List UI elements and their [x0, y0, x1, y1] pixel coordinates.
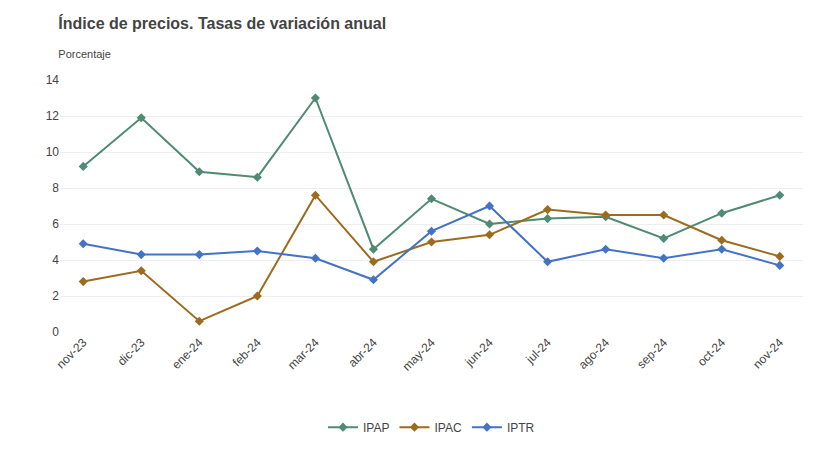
- svg-text:2: 2: [52, 289, 59, 303]
- svg-text:10: 10: [46, 145, 60, 159]
- svg-text:sep-24: sep-24: [634, 335, 670, 371]
- svg-text:4: 4: [52, 253, 59, 267]
- svg-text:mar-24: mar-24: [285, 335, 322, 372]
- svg-text:Porcentaje: Porcentaje: [58, 48, 111, 60]
- svg-text:jul-24: jul-24: [523, 335, 555, 367]
- svg-text:ago-24: ago-24: [576, 335, 613, 372]
- svg-text:14: 14: [46, 73, 60, 87]
- svg-text:oct-24: oct-24: [695, 335, 729, 369]
- svg-text:8: 8: [52, 181, 59, 195]
- svg-text:6: 6: [52, 217, 59, 231]
- svg-text:IPAP: IPAP: [363, 421, 389, 435]
- svg-text:nov-23: nov-23: [54, 335, 90, 371]
- svg-text:12: 12: [46, 109, 60, 123]
- svg-text:feb-24: feb-24: [230, 335, 264, 369]
- svg-text:0: 0: [52, 325, 59, 339]
- svg-text:jun-24: jun-24: [462, 335, 496, 369]
- svg-text:dic-23: dic-23: [115, 335, 148, 368]
- svg-text:nov-24: nov-24: [750, 335, 786, 371]
- svg-text:IPTR: IPTR: [507, 421, 535, 435]
- svg-text:Índice de precios. Tasas de va: Índice de precios. Tasas de variación an…: [58, 14, 386, 32]
- svg-text:abr-24: abr-24: [345, 335, 380, 370]
- svg-text:may-24: may-24: [400, 335, 438, 373]
- svg-text:ene-24: ene-24: [169, 335, 206, 372]
- svg-text:IPAC: IPAC: [434, 421, 461, 435]
